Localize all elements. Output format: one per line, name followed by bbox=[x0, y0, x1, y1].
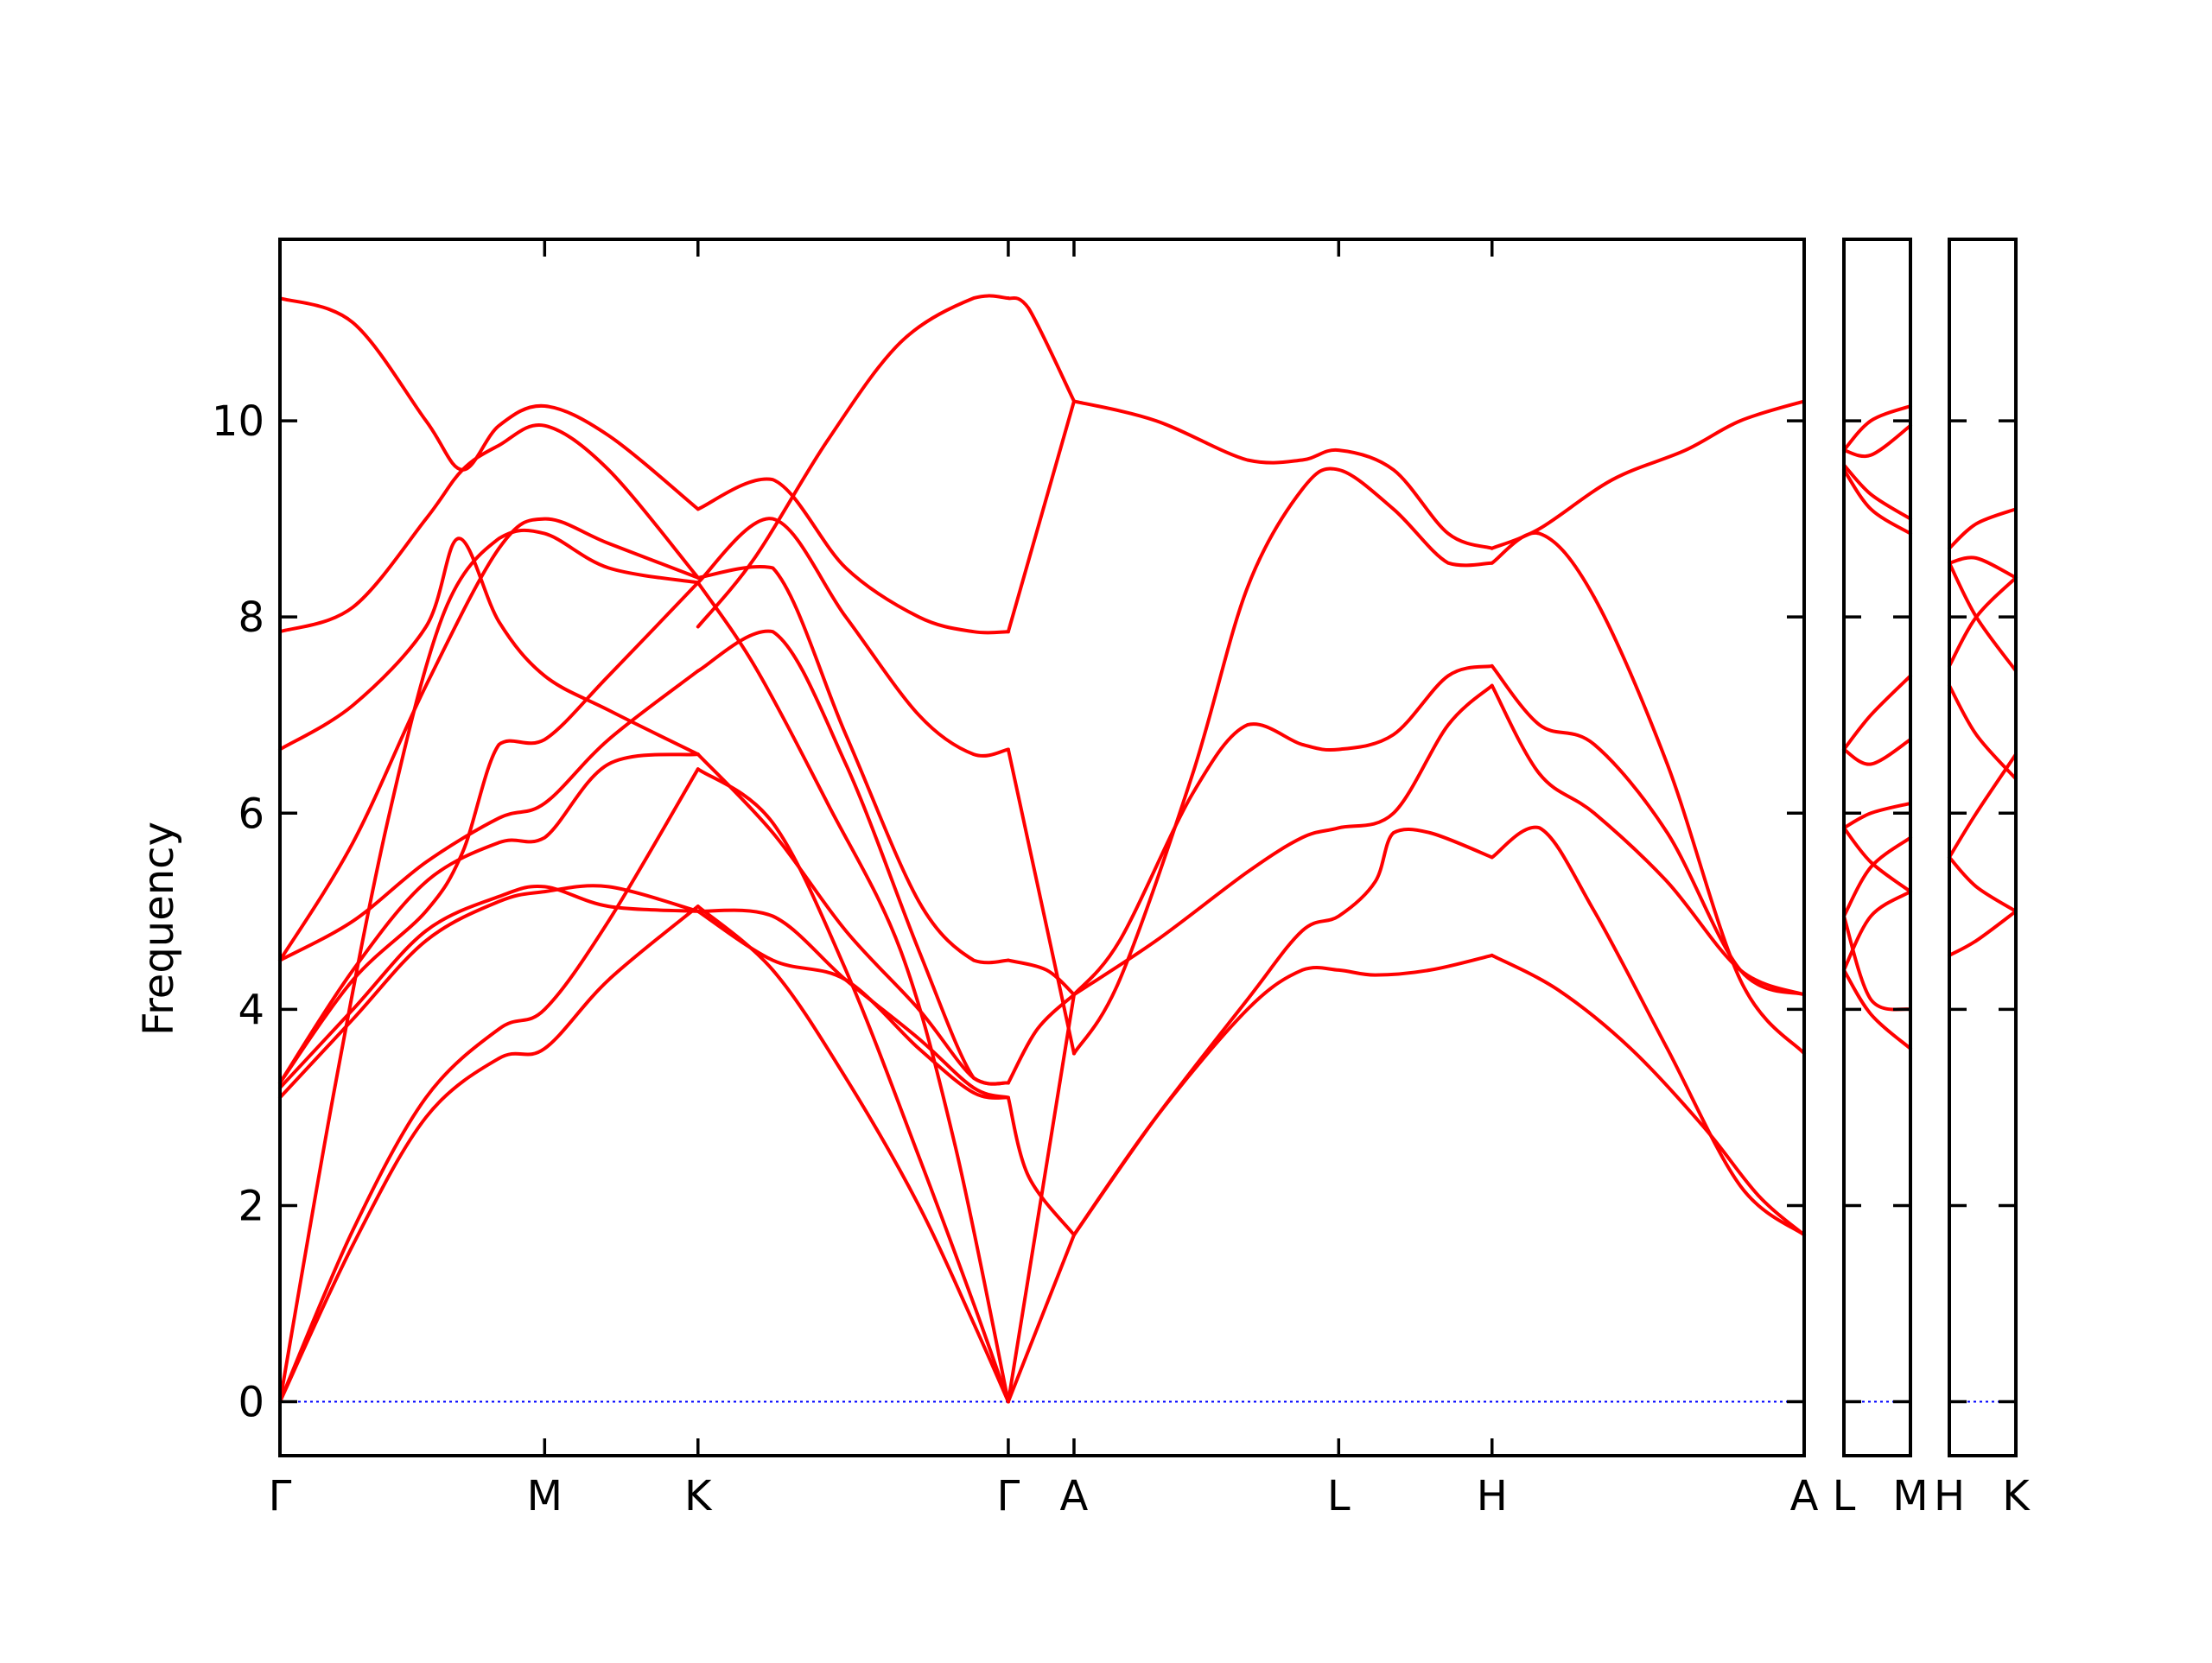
band-line bbox=[278, 536, 700, 757]
band-line bbox=[278, 528, 700, 1404]
band-line bbox=[1006, 747, 1076, 1056]
band-line bbox=[1842, 835, 1912, 918]
band-line bbox=[1072, 467, 1494, 1056]
band-line bbox=[1948, 575, 2018, 668]
x-tick-label: K bbox=[684, 1472, 713, 1520]
band-line bbox=[1948, 561, 2018, 673]
band-line bbox=[278, 767, 700, 1404]
y-tick-label: 2 bbox=[238, 1182, 264, 1230]
y-tick-label: 0 bbox=[238, 1379, 264, 1427]
band-line bbox=[1842, 826, 1912, 894]
band-line bbox=[1948, 507, 2018, 550]
band-line bbox=[1006, 993, 1076, 1085]
band-line bbox=[1072, 663, 1494, 997]
band-line bbox=[1948, 683, 2018, 781]
band-line bbox=[1072, 683, 1494, 997]
x-tick-label: H bbox=[1934, 1472, 1965, 1520]
band-line bbox=[1490, 663, 1806, 997]
band-line bbox=[1490, 531, 1806, 1056]
band-line bbox=[1006, 993, 1076, 1404]
panel-frame bbox=[278, 238, 1806, 1457]
band-line bbox=[1842, 463, 1912, 521]
band-line bbox=[1948, 555, 2018, 580]
x-tick-label: H bbox=[1477, 1472, 1508, 1520]
panel-frames bbox=[278, 238, 2018, 1457]
x-tick-label: A bbox=[1060, 1472, 1089, 1520]
band-line bbox=[278, 884, 700, 1090]
band-line bbox=[278, 884, 700, 1100]
band-line bbox=[696, 752, 1010, 1086]
panel-frame bbox=[1842, 238, 1912, 1457]
band-line bbox=[278, 669, 700, 962]
band-line bbox=[696, 904, 1010, 1404]
band-line bbox=[1948, 752, 2018, 860]
band-line bbox=[1842, 801, 1912, 830]
band-line bbox=[696, 517, 1010, 758]
band-curves bbox=[278, 294, 2018, 1404]
y-axis-label: Frequency bbox=[135, 822, 183, 1036]
band-line bbox=[696, 477, 1010, 635]
band-line bbox=[696, 908, 1010, 1100]
band-line bbox=[696, 294, 1010, 629]
band-line bbox=[1842, 467, 1912, 536]
band-line bbox=[1072, 953, 1494, 1237]
band-line bbox=[1490, 399, 1806, 550]
panel-frame bbox=[1948, 238, 2018, 1457]
x-tick-label: M bbox=[527, 1472, 563, 1520]
band-line bbox=[1490, 953, 1806, 1237]
axis-ticks bbox=[280, 239, 2016, 1456]
band-line bbox=[1490, 825, 1806, 1237]
band-line bbox=[278, 517, 700, 962]
band-line bbox=[1006, 1233, 1076, 1404]
x-tick-label: Γ bbox=[997, 1472, 1020, 1520]
x-tick-label: L bbox=[1833, 1472, 1856, 1520]
band-line bbox=[696, 629, 1010, 1086]
band-line bbox=[696, 581, 1010, 1404]
x-tick-label: K bbox=[2002, 1472, 2031, 1520]
band-line bbox=[1072, 399, 1494, 550]
band-line bbox=[1842, 914, 1912, 1012]
band-line bbox=[696, 767, 1010, 1404]
band-line bbox=[1842, 968, 1912, 1050]
band-line bbox=[278, 296, 700, 511]
band-line bbox=[1842, 738, 1912, 766]
band-line bbox=[1072, 827, 1494, 1237]
x-tick-label: Γ bbox=[269, 1472, 292, 1520]
band-line bbox=[1006, 958, 1076, 997]
y-tick-label: 8 bbox=[238, 593, 264, 642]
band-line bbox=[1948, 909, 2018, 957]
y-tick-label: 6 bbox=[238, 790, 264, 838]
band-line bbox=[278, 422, 700, 634]
band-line bbox=[278, 904, 700, 1404]
band-line bbox=[1490, 683, 1806, 997]
band-line bbox=[1006, 1095, 1076, 1237]
y-tick-label: 4 bbox=[238, 986, 264, 1034]
band-line bbox=[696, 565, 1010, 965]
y-tick-label: 10 bbox=[212, 397, 264, 446]
x-tick-label: M bbox=[1892, 1472, 1928, 1520]
x-tick-label: A bbox=[1790, 1472, 1819, 1520]
band-line bbox=[1006, 295, 1076, 403]
band-line bbox=[1842, 890, 1912, 972]
band-line bbox=[278, 752, 700, 1085]
band-line bbox=[1842, 423, 1912, 459]
band-line bbox=[1948, 855, 2018, 913]
x-tick-label: L bbox=[1327, 1472, 1351, 1520]
band-line bbox=[1842, 674, 1912, 752]
band-line bbox=[1006, 399, 1076, 634]
band-line bbox=[278, 581, 700, 1085]
band-line bbox=[1842, 404, 1912, 453]
